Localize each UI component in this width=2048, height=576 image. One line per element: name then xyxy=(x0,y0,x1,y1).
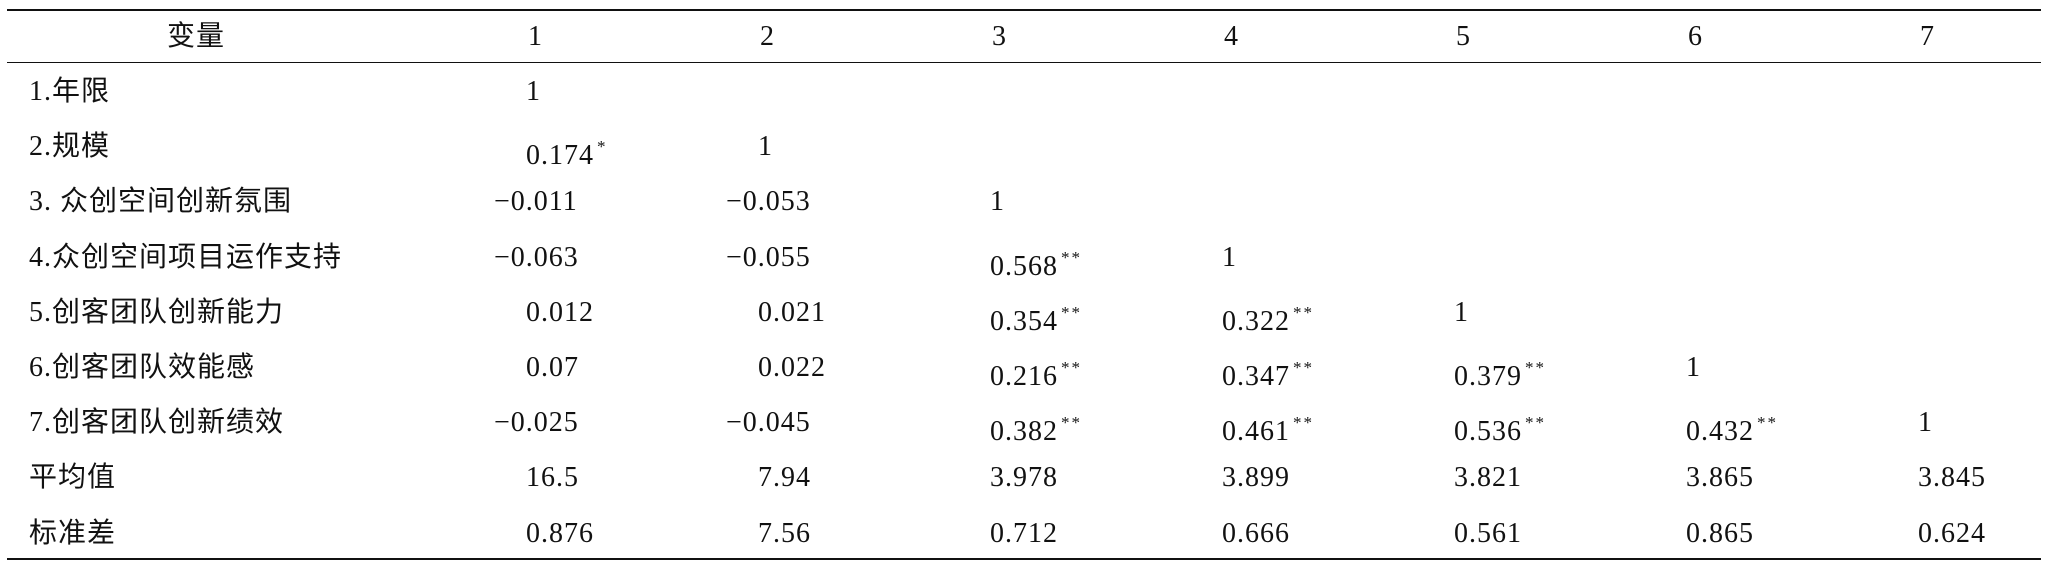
row-label: 标准差 xyxy=(29,517,117,549)
value-cell: 0.624 xyxy=(1918,517,1986,549)
significance-mark: ** xyxy=(1525,413,1546,433)
header-cell: 1 xyxy=(528,21,543,52)
row-label: 3. 众创空间创新氛围 xyxy=(29,186,293,218)
value-text: 0.536 xyxy=(1454,416,1522,448)
value-cell: 0.712 xyxy=(990,517,1058,549)
header-rule xyxy=(7,62,2041,63)
value-cell: 3.865 xyxy=(1686,462,1754,494)
value-text: 0.174 xyxy=(526,140,594,172)
value-cell: 0.382 ** xyxy=(990,403,1082,447)
significance-mark: ** xyxy=(1061,247,1082,267)
value-text: 0.379 xyxy=(1454,361,1522,392)
row-label: 4.众创空间项目运作支持 xyxy=(29,241,343,273)
value-text: 0.322 xyxy=(1222,305,1290,337)
value-cell: −0.055 xyxy=(726,241,811,273)
significance-mark: * xyxy=(597,137,608,157)
value-cell: 3.821 xyxy=(1454,462,1522,494)
row-label: 6.创客团队效能感 xyxy=(29,352,256,383)
significance-mark: ** xyxy=(1293,413,1314,433)
value-cell: 3.845 xyxy=(1918,462,1986,494)
value-cell: 0.568 ** xyxy=(990,238,1082,282)
header-cell: 4 xyxy=(1224,21,1239,52)
value-cell: 1 xyxy=(990,186,1005,218)
value-cell: 1 xyxy=(526,76,541,107)
bottom-rule xyxy=(7,558,2041,560)
header-cell: 7 xyxy=(1920,21,1935,52)
value-text: 0.216 xyxy=(990,361,1058,392)
value-text: 0.382 xyxy=(990,416,1058,448)
value-cell: 0.876 xyxy=(526,517,594,549)
significance-mark: ** xyxy=(1293,302,1314,322)
value-cell: 0.174 * xyxy=(526,127,608,171)
significance-mark: ** xyxy=(1525,358,1546,377)
significance-mark: ** xyxy=(1757,413,1778,433)
value-cell: 0.354 ** xyxy=(990,293,1082,337)
row-label: 平均值 xyxy=(29,462,117,494)
row-label: 1.年限 xyxy=(29,76,111,107)
value-cell: 0.666 xyxy=(1222,517,1290,549)
value-cell: 3.978 xyxy=(990,462,1058,494)
value-cell: 0.07 xyxy=(526,352,579,383)
value-cell: 7.56 xyxy=(758,517,811,549)
value-text: 0.432 xyxy=(1686,416,1754,448)
value-cell: −0.011 xyxy=(494,186,578,218)
value-cell: −0.045 xyxy=(726,407,811,439)
value-cell: 0.379 ** xyxy=(1454,348,1546,392)
value-cell: 0.536 ** xyxy=(1454,403,1546,447)
significance-mark: ** xyxy=(1293,358,1314,377)
significance-mark: ** xyxy=(1061,358,1082,377)
significance-mark: ** xyxy=(1061,302,1082,322)
value-text: 0.354 xyxy=(990,305,1058,337)
value-cell: 0.461 ** xyxy=(1222,403,1314,447)
value-cell: 1 xyxy=(1454,296,1469,328)
value-cell: 0.216 ** xyxy=(990,348,1082,392)
value-cell: 1 xyxy=(1686,352,1701,383)
value-cell: −0.025 xyxy=(494,407,579,439)
value-cell: 0.432 ** xyxy=(1686,403,1778,447)
row-label: 5.创客团队创新能力 xyxy=(29,296,285,328)
value-cell: 1 xyxy=(1222,241,1237,273)
value-cell: −0.063 xyxy=(494,241,579,273)
value-cell: 0.865 xyxy=(1686,517,1754,549)
header-cell: 2 xyxy=(760,21,775,52)
row-label: 2.规模 xyxy=(29,131,111,163)
significance-mark: ** xyxy=(1061,413,1082,433)
row-label: 7.创客团队创新绩效 xyxy=(29,407,285,439)
value-text: 0.461 xyxy=(1222,416,1290,448)
value-cell: 0.347 ** xyxy=(1222,348,1314,392)
header-cell: 3 xyxy=(992,21,1007,52)
value-cell: 7.94 xyxy=(758,462,811,494)
value-cell: −0.053 xyxy=(726,186,811,218)
value-cell: 0.022 xyxy=(758,352,826,383)
header-cell: 变量 xyxy=(166,21,225,52)
value-cell: 16.5 xyxy=(526,462,579,494)
top-rule xyxy=(7,9,2041,11)
value-cell: 3.899 xyxy=(1222,462,1290,494)
value-text: 0.347 xyxy=(1222,361,1290,392)
value-cell: 0.561 xyxy=(1454,517,1522,549)
header-cell: 5 xyxy=(1456,21,1471,52)
value-cell: 0.012 xyxy=(526,296,594,328)
value-cell: 1 xyxy=(758,131,773,163)
value-text: 0.568 xyxy=(990,250,1058,282)
value-cell: 0.322 ** xyxy=(1222,293,1314,337)
value-cell: 0.021 xyxy=(758,296,826,328)
value-cell: 1 xyxy=(1918,407,1933,439)
header-cell: 6 xyxy=(1688,21,1703,52)
